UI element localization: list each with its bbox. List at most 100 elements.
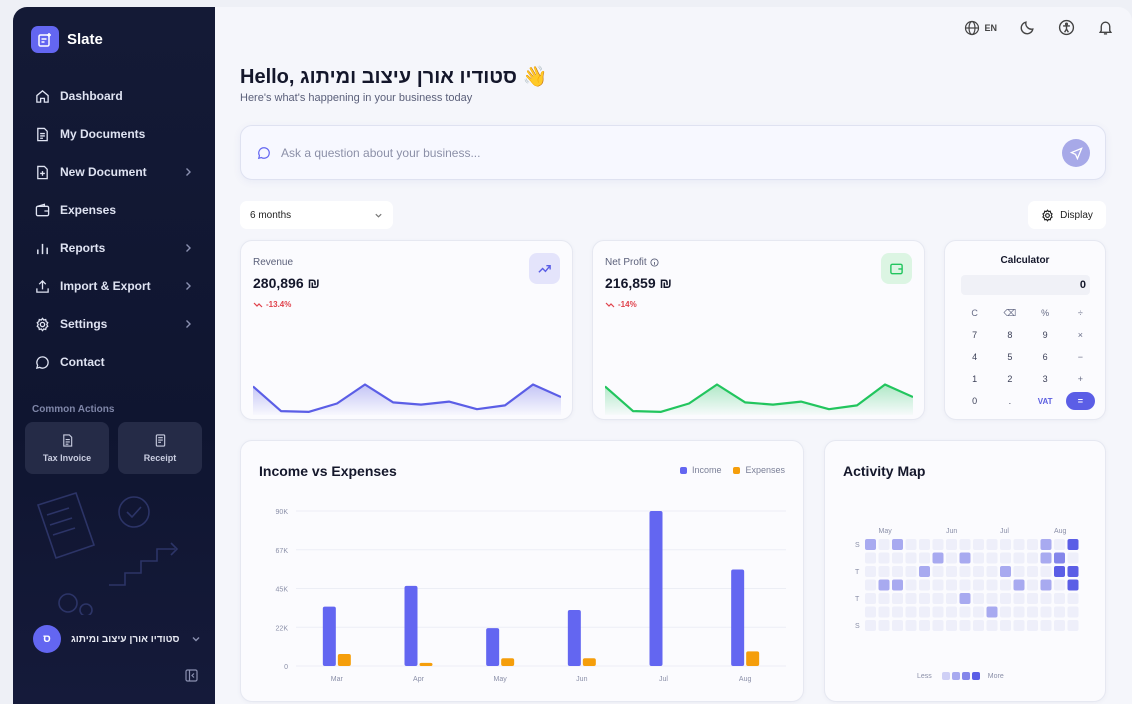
expenses-bar[interactable]: [746, 651, 760, 666]
heatmap-cell[interactable]: [986, 566, 998, 577]
sidebar-item-dashboard[interactable]: Dashboard: [13, 77, 215, 115]
heatmap-cell[interactable]: [1027, 593, 1038, 604]
heatmap-cell[interactable]: [1000, 552, 1011, 564]
heatmap-cell[interactable]: [1054, 579, 1065, 591]
heatmap-cell[interactable]: [959, 620, 971, 631]
heatmap-cell[interactable]: [1013, 552, 1025, 564]
heatmap-cell[interactable]: [892, 620, 903, 631]
heatmap-cell[interactable]: [878, 552, 890, 564]
calculator-key[interactable]: ÷: [1077, 308, 1083, 318]
heatmap-cell[interactable]: [1027, 566, 1038, 577]
income-bar[interactable]: [731, 569, 745, 666]
heatmap-cell[interactable]: [878, 579, 890, 591]
heatmap-cell[interactable]: [1040, 552, 1052, 564]
sidebar-item-settings[interactable]: Settings: [13, 305, 215, 343]
heatmap-cell[interactable]: [1067, 579, 1079, 591]
heatmap-cell[interactable]: [905, 539, 917, 550]
heatmap-cell[interactable]: [986, 593, 998, 604]
heatmap-cell[interactable]: [892, 552, 903, 564]
heatmap-cell[interactable]: [1067, 566, 1079, 577]
period-select[interactable]: 6 months: [240, 201, 393, 229]
heatmap-cell[interactable]: [1027, 579, 1038, 591]
heatmap-cell[interactable]: [946, 552, 957, 564]
income-bar[interactable]: [649, 511, 663, 666]
expenses-bar[interactable]: [337, 653, 351, 666]
heatmap-cell[interactable]: [946, 593, 957, 604]
heatmap-cell[interactable]: [892, 606, 903, 618]
calculator-key[interactable]: C: [971, 308, 978, 318]
calculator-key[interactable]: −: [1077, 352, 1083, 362]
heatmap-cell[interactable]: [1027, 539, 1038, 550]
heatmap-cell[interactable]: [932, 539, 944, 550]
heatmap-cell[interactable]: [1040, 606, 1052, 618]
heatmap-cell[interactable]: [959, 566, 971, 577]
sidebar-item-my-documents[interactable]: My Documents: [13, 115, 215, 153]
user-menu[interactable]: ס סטודיו אורן עיצוב ומיתוג: [33, 625, 201, 653]
heatmap-cell[interactable]: [1040, 593, 1052, 604]
heatmap-cell[interactable]: [959, 579, 971, 591]
calculator-key[interactable]: %: [1041, 308, 1050, 318]
heatmap-cell[interactable]: [865, 566, 876, 577]
heatmap-cell[interactable]: [1040, 620, 1052, 631]
heatmap-cell[interactable]: [905, 593, 917, 604]
heatmap-cell[interactable]: [1054, 606, 1065, 618]
heatmap-cell[interactable]: [1027, 606, 1038, 618]
heatmap-cell[interactable]: [1067, 552, 1079, 564]
heatmap-cell[interactable]: [919, 593, 930, 604]
tax-invoice-button[interactable]: Tax Invoice: [25, 422, 109, 474]
heatmap-cell[interactable]: [959, 593, 971, 604]
heatmap-cell[interactable]: [959, 552, 971, 564]
sidebar-item-new-document[interactable]: New Document: [13, 153, 215, 191]
heatmap-cell[interactable]: [919, 539, 930, 550]
calculator-key[interactable]: 3: [1042, 374, 1048, 384]
heatmap-cell[interactable]: [986, 606, 998, 618]
heatmap-cell[interactable]: [1067, 593, 1079, 604]
income-bar[interactable]: [322, 606, 336, 666]
heatmap-cell[interactable]: [973, 593, 984, 604]
heatmap-cell[interactable]: [892, 593, 903, 604]
heatmap-cell[interactable]: [1000, 606, 1011, 618]
heatmap-cell[interactable]: [919, 606, 930, 618]
heatmap-cell[interactable]: [1013, 566, 1025, 577]
heatmap-cell[interactable]: [1054, 539, 1065, 550]
calculator-key[interactable]: 5: [1007, 352, 1013, 362]
heatmap-cell[interactable]: [878, 566, 890, 577]
heatmap-cell[interactable]: [1000, 566, 1011, 577]
heatmap-cell[interactable]: [919, 552, 930, 564]
heatmap-cell[interactable]: [986, 539, 998, 550]
heatmap-cell[interactable]: [878, 620, 890, 631]
net-profit-card[interactable]: Net Profit 216,859 ₪ -14%: [592, 240, 925, 420]
collapse-sidebar-icon[interactable]: [185, 669, 198, 682]
income-bar[interactable]: [567, 610, 581, 666]
heatmap-cell[interactable]: [1040, 579, 1052, 591]
heatmap-cell[interactable]: [905, 620, 917, 631]
heatmap-cell[interactable]: [986, 579, 998, 591]
expenses-bar[interactable]: [419, 662, 433, 666]
sidebar-item-expenses[interactable]: Expenses: [13, 191, 215, 229]
heatmap-cell[interactable]: [959, 539, 971, 550]
heatmap-cell[interactable]: [865, 552, 876, 564]
heatmap-cell[interactable]: [973, 606, 984, 618]
heatmap-cell[interactable]: [1040, 566, 1052, 577]
heatmap-cell[interactable]: [986, 552, 998, 564]
heatmap-cell[interactable]: [1027, 552, 1038, 564]
heatmap-cell[interactable]: [878, 593, 890, 604]
heatmap-cell[interactable]: [946, 539, 957, 550]
calculator-key[interactable]: +: [1077, 374, 1083, 384]
heatmap-cell[interactable]: [1054, 620, 1065, 631]
heatmap-cell[interactable]: [905, 606, 917, 618]
income-bar[interactable]: [486, 628, 500, 666]
calculator-key[interactable]: 9: [1042, 330, 1048, 340]
heatmap-cell[interactable]: [932, 593, 944, 604]
brand[interactable]: Slate: [31, 26, 103, 53]
ask-question-bar[interactable]: Ask a question about your business...: [240, 125, 1106, 180]
display-button[interactable]: Display: [1028, 201, 1106, 229]
heatmap-cell[interactable]: [1054, 552, 1065, 564]
send-button[interactable]: [1062, 139, 1090, 167]
expenses-bar[interactable]: [501, 658, 515, 666]
heatmap-cell[interactable]: [1013, 606, 1025, 618]
calculator-key[interactable]: 6: [1042, 352, 1048, 362]
revenue-card[interactable]: Revenue 280,896 ₪ -13.4%: [240, 240, 573, 420]
calculator-key[interactable]: 2: [1007, 374, 1013, 384]
heatmap-cell[interactable]: [878, 539, 890, 550]
